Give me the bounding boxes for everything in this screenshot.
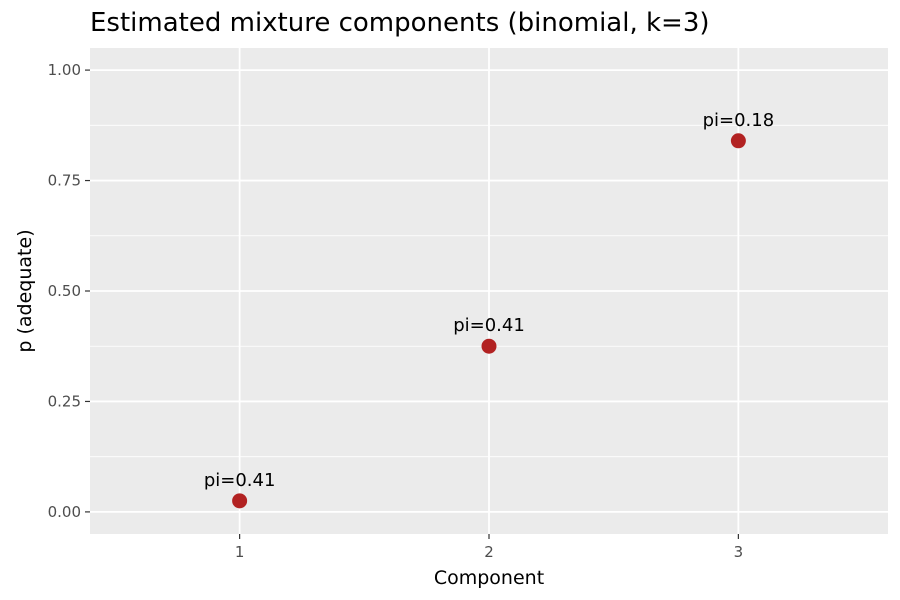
point-labels: pi=0.41 pi=0.41 pi=0.18 bbox=[204, 110, 774, 491]
y-tick-label: 0.50 bbox=[48, 282, 81, 300]
y-tick-label: 0.75 bbox=[48, 172, 81, 190]
data-points bbox=[232, 133, 746, 509]
data-point bbox=[730, 133, 746, 149]
y-tick-label: 0.00 bbox=[48, 503, 81, 521]
y-tick-label: 1.00 bbox=[48, 61, 81, 79]
x-axis-title: Component bbox=[434, 567, 544, 589]
y-tick-label: 0.25 bbox=[48, 392, 81, 410]
x-axis-ticks: 1 2 3 bbox=[235, 534, 743, 561]
point-label: pi=0.41 bbox=[204, 470, 276, 491]
x-tick-label: 2 bbox=[484, 543, 494, 561]
y-axis-ticks: 0.00 0.25 0.50 0.75 1.00 bbox=[48, 61, 90, 521]
y-axis-title: p (adequate) bbox=[14, 229, 36, 352]
data-point bbox=[232, 493, 248, 509]
point-label: pi=0.18 bbox=[703, 110, 775, 131]
x-tick-label: 3 bbox=[734, 543, 744, 561]
point-label: pi=0.41 bbox=[453, 315, 525, 336]
major-gridlines bbox=[90, 48, 888, 534]
x-tick-label: 1 bbox=[235, 543, 245, 561]
data-point bbox=[481, 338, 497, 354]
chart-title: Estimated mixture components (binomial, … bbox=[90, 8, 710, 38]
